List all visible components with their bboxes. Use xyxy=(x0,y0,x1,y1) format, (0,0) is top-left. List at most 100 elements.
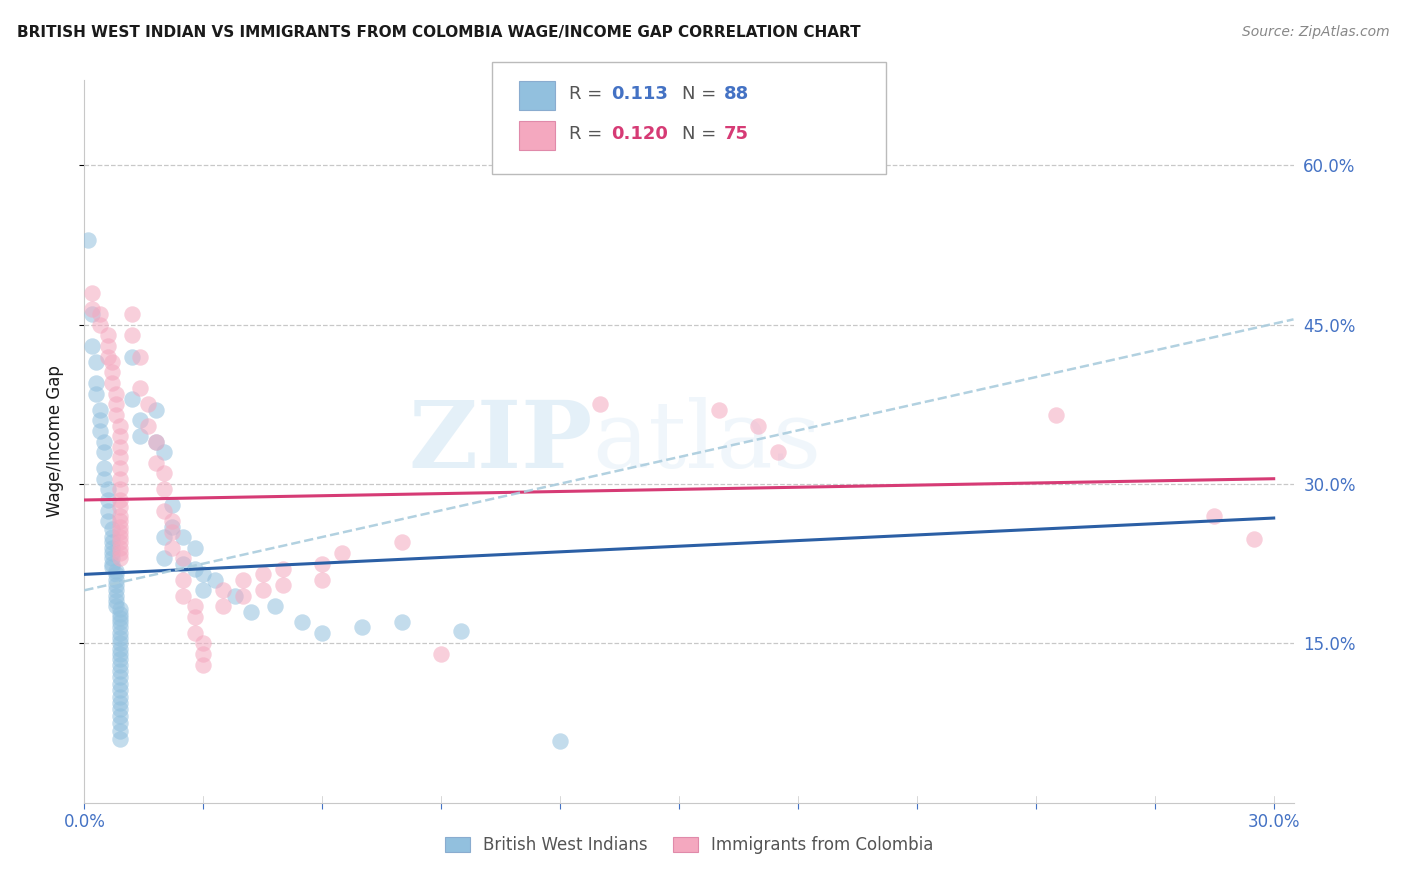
Point xyxy=(101,355,124,369)
Point xyxy=(232,589,254,603)
Point xyxy=(212,599,235,614)
Point xyxy=(160,524,183,539)
Text: 0.113: 0.113 xyxy=(612,85,668,103)
Point xyxy=(330,546,353,560)
Point xyxy=(145,456,167,470)
Point xyxy=(450,624,472,638)
Point xyxy=(108,647,131,661)
Point xyxy=(108,615,131,630)
Point xyxy=(145,434,167,449)
Text: atlas: atlas xyxy=(592,397,821,486)
Point xyxy=(82,301,104,316)
Point xyxy=(1243,533,1265,547)
Text: Source: ZipAtlas.com: Source: ZipAtlas.com xyxy=(1241,25,1389,39)
Point xyxy=(172,551,194,566)
Point xyxy=(108,611,131,625)
Point xyxy=(766,445,789,459)
Point xyxy=(93,472,115,486)
Point xyxy=(311,557,333,571)
Point xyxy=(172,589,194,603)
Point xyxy=(108,519,131,533)
Point xyxy=(101,560,124,574)
Point xyxy=(108,657,131,672)
Point xyxy=(263,599,285,614)
Point xyxy=(105,578,128,592)
Point xyxy=(82,307,104,321)
Point xyxy=(101,530,124,544)
Point xyxy=(128,429,150,443)
Point xyxy=(108,708,131,723)
Point xyxy=(108,530,131,544)
Point xyxy=(239,605,262,619)
Point xyxy=(89,318,111,332)
Point xyxy=(101,376,124,390)
Point xyxy=(97,514,120,528)
Point xyxy=(224,589,246,603)
Point xyxy=(108,625,131,640)
Point xyxy=(193,567,215,582)
Point xyxy=(101,366,124,380)
Point xyxy=(152,467,174,481)
Text: 75: 75 xyxy=(724,125,749,143)
Point xyxy=(82,285,104,300)
Point xyxy=(108,546,131,560)
Point xyxy=(184,625,207,640)
Point xyxy=(136,418,159,433)
Point xyxy=(105,397,128,411)
Point xyxy=(105,599,128,614)
Point xyxy=(93,461,115,475)
Point xyxy=(184,610,207,624)
Point xyxy=(193,647,215,661)
Point xyxy=(430,647,453,661)
Point xyxy=(97,328,120,343)
Point xyxy=(747,418,769,433)
Point xyxy=(108,696,131,710)
Point xyxy=(93,445,115,459)
Point xyxy=(271,562,294,576)
Point xyxy=(101,522,124,536)
Point xyxy=(204,573,226,587)
Legend: British West Indians, Immigrants from Colombia: British West Indians, Immigrants from Co… xyxy=(437,830,941,861)
Point xyxy=(108,551,131,566)
Point xyxy=(82,339,104,353)
Point xyxy=(105,567,128,582)
Point xyxy=(108,461,131,475)
Point xyxy=(108,493,131,508)
Point xyxy=(108,535,131,549)
Point xyxy=(101,541,124,555)
Point xyxy=(184,599,207,614)
Point xyxy=(108,620,131,634)
Y-axis label: Wage/Income Gap: Wage/Income Gap xyxy=(45,366,63,517)
Point xyxy=(121,350,143,364)
Point xyxy=(93,434,115,449)
Point xyxy=(152,445,174,459)
Point xyxy=(391,615,413,630)
Point xyxy=(84,376,107,390)
Point xyxy=(193,657,215,672)
Point xyxy=(212,583,235,598)
Text: N =: N = xyxy=(682,85,721,103)
Point xyxy=(105,386,128,401)
Text: N =: N = xyxy=(682,125,721,143)
Point xyxy=(108,472,131,486)
Point xyxy=(97,503,120,517)
Point xyxy=(232,573,254,587)
Point xyxy=(108,524,131,539)
Point xyxy=(108,440,131,454)
Point xyxy=(1045,408,1067,422)
Point xyxy=(89,402,111,417)
Text: ZIP: ZIP xyxy=(408,397,592,486)
Point xyxy=(108,702,131,716)
Text: R =: R = xyxy=(569,125,609,143)
Point xyxy=(97,350,120,364)
Point xyxy=(97,483,120,497)
Point xyxy=(84,355,107,369)
Text: R =: R = xyxy=(569,85,609,103)
Text: 0.120: 0.120 xyxy=(612,125,668,143)
Point xyxy=(108,450,131,465)
Point xyxy=(172,557,194,571)
Point xyxy=(184,541,207,555)
Point xyxy=(193,636,215,650)
Point xyxy=(152,551,174,566)
Point xyxy=(105,564,128,578)
